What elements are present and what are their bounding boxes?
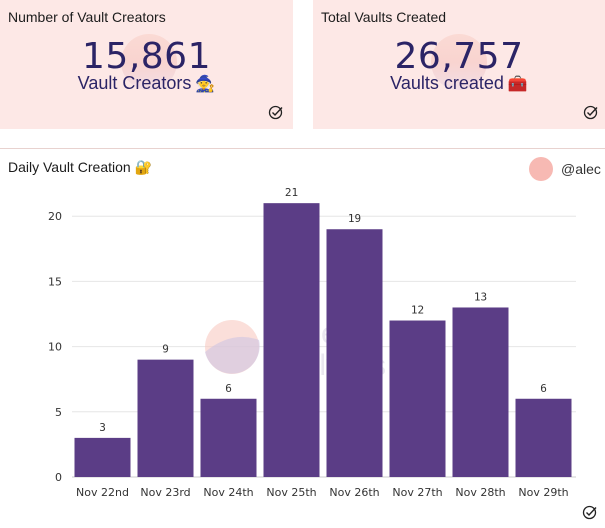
counter-value: 15,861 [82, 36, 211, 77]
data-label: 19 [348, 212, 361, 225]
x-tick-label: Nov 23rd [140, 486, 190, 499]
y-tick-label: 20 [48, 210, 62, 223]
toolbox-icon: 🧰 [507, 76, 528, 93]
data-label: 12 [411, 304, 424, 317]
x-tick-label: Nov 25th [266, 486, 316, 499]
chart-title: Daily Vault Creation 🔐 [8, 159, 152, 176]
bar [200, 398, 257, 477]
y-tick-label: 10 [48, 341, 62, 354]
card-title: Number of Vault Creators [8, 9, 166, 25]
lock-icon: 🔐 [134, 159, 153, 175]
bar [137, 359, 194, 477]
counter-label: Vaults created 🧰 [313, 73, 605, 94]
verified-check-icon[interactable] [268, 104, 284, 120]
author-name[interactable]: @alec [561, 161, 601, 177]
bar [74, 437, 131, 477]
watermark-logo [431, 34, 487, 90]
bar [515, 398, 572, 477]
chart-bars [74, 203, 572, 477]
data-label: 21 [285, 186, 298, 199]
data-label: 13 [474, 290, 487, 303]
counter-label-text: Vault Creators [77, 73, 192, 93]
counter-value: 26,757 [394, 36, 524, 77]
wizard-icon: 🧙 [195, 76, 216, 93]
counter-label-text: Vaults created [390, 73, 504, 93]
chart-y-axis: 0 5 10 15 20 [48, 210, 62, 484]
bar [452, 307, 509, 477]
bar [326, 229, 383, 477]
data-label: 6 [225, 382, 232, 395]
data-label: 9 [162, 343, 169, 356]
chart-x-axis: Nov 22nd Nov 23rd Nov 24th Nov 25th Nov 26th… [76, 486, 569, 499]
panel-divider [0, 148, 605, 149]
counter-label: Vault Creators 🧙 [0, 73, 293, 94]
bar [389, 320, 446, 477]
x-tick-label: Nov 29th [518, 486, 568, 499]
bar [263, 203, 320, 477]
x-tick-label: Nov 24th [203, 486, 253, 499]
vaults-created-card: Total Vaults Created 26,757 Vaults creat… [313, 0, 605, 129]
chart-title-text: Daily Vault Creation [8, 159, 131, 175]
y-tick-label: 15 [48, 275, 62, 288]
watermark-logo [121, 34, 177, 90]
verified-check-icon[interactable] [582, 504, 598, 520]
y-tick-label: 0 [55, 471, 62, 484]
card-title: Total Vaults Created [321, 9, 447, 25]
x-tick-label: Nov 27th [392, 486, 442, 499]
vault-creators-card: Number of Vault Creators 15,861 Vault Cr… [0, 0, 293, 129]
y-tick-label: 5 [55, 406, 62, 419]
author-link[interactable]: @alec [529, 157, 601, 181]
chart-data-labels: 3 9 6 21 19 12 13 6 [99, 186, 547, 434]
x-tick-label: Nov 26th [329, 486, 379, 499]
avatar [529, 157, 553, 181]
verified-check-icon[interactable] [583, 104, 599, 120]
x-tick-label: Nov 22nd [76, 486, 129, 499]
data-label: 6 [540, 382, 547, 395]
x-tick-label: Nov 28th [455, 486, 505, 499]
data-label: 3 [99, 421, 106, 434]
